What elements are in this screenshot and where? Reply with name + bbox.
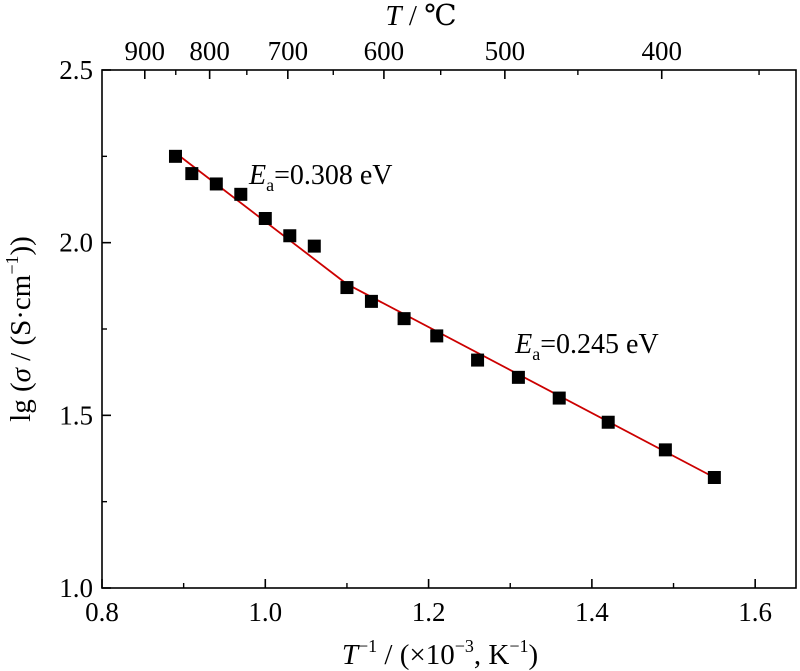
data-point — [601, 415, 615, 429]
x-axis-title: T−1 / (×10−3, K−1) — [342, 636, 538, 671]
data-point — [658, 443, 672, 457]
y-tick-label: 2.5 — [59, 55, 93, 85]
data-point — [258, 211, 272, 225]
top-tick-label: 500 — [485, 36, 526, 66]
data-point — [340, 281, 354, 295]
x-tick-label: 1.0 — [248, 597, 282, 627]
x-tick-label: 0.8 — [85, 597, 119, 627]
data-point — [209, 177, 223, 191]
data-point — [283, 229, 297, 243]
fit-lines — [174, 152, 715, 479]
bottom-axis-ticks: 0.8 1.0 1.2 1.4 1.6 — [85, 579, 772, 627]
left-axis-ticks: 1.0 1.5 2.0 2.5 — [59, 55, 111, 603]
y-tick-label: 1.5 — [59, 400, 93, 430]
data-point — [234, 187, 248, 201]
data-point — [511, 370, 525, 384]
data-point — [307, 239, 321, 253]
activation-energy-label: Ea=0.245 eV — [514, 329, 659, 364]
x-tick-label: 1.6 — [738, 597, 772, 627]
data-point — [430, 329, 444, 343]
y-axis-title: lg (σ / (S·cm−1)) — [2, 236, 37, 422]
x-tick-label: 1.4 — [575, 597, 609, 627]
data-point — [552, 391, 566, 405]
y-tick-label: 2.0 — [59, 228, 93, 258]
y-tick-label: 1.0 — [59, 573, 93, 603]
annotations: Ea=0.308 eV Ea=0.245 eV — [248, 160, 659, 364]
data-point — [364, 294, 378, 308]
top-tick-label: 800 — [189, 36, 230, 66]
data-point — [185, 167, 199, 181]
data-point — [397, 312, 411, 326]
data-point — [707, 470, 721, 484]
top-axis-title: T / ℃ — [385, 0, 456, 32]
data-point — [471, 353, 485, 367]
top-axis-ticks: 900 800 700 600 500 400 — [125, 36, 760, 79]
plot-frame — [101, 69, 797, 589]
top-tick-label: 900 — [125, 36, 166, 66]
top-tick-label: 600 — [364, 36, 405, 66]
x-tick-label: 1.2 — [412, 597, 446, 627]
data-point — [168, 149, 182, 163]
top-tick-label: 700 — [268, 36, 309, 66]
activation-energy-label: Ea=0.308 eV — [248, 160, 393, 195]
top-tick-label: 400 — [641, 36, 682, 66]
data-points — [168, 149, 721, 484]
